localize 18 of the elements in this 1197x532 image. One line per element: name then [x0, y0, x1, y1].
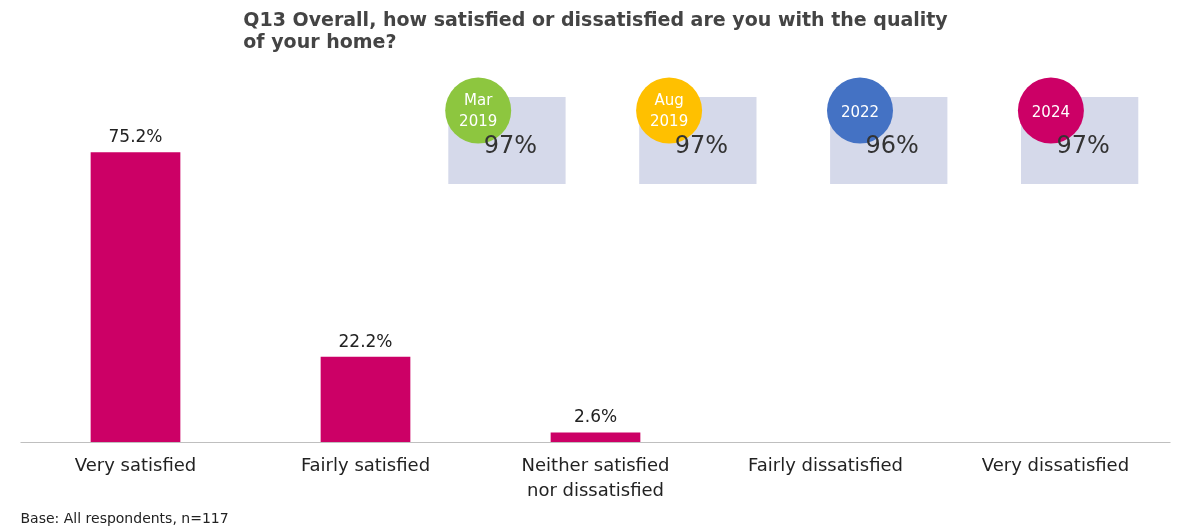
x-tick-label: Fairly dissatisfied — [748, 453, 903, 475]
x-tick-label: Fairly satisfied — [300, 453, 431, 475]
chart-title: Q13 Overall, how satisfied or dissatisfied are you with the quality of your home? — [243, 7, 949, 52]
text: Mar 2019 — [459, 90, 498, 131]
x-tick-label: Very dissatisfied — [981, 453, 1130, 475]
data-label: 22.2% — [338, 330, 393, 351]
text: 2022 — [840, 102, 880, 121]
text: Base: All respondents, n=117 — [20, 509, 229, 526]
text: 2024 — [1031, 102, 1070, 121]
annotation: 97% — [1056, 131, 1110, 160]
data-label: 75.2% — [108, 126, 163, 147]
text: Aug 2019 — [650, 90, 689, 131]
annotation: 96% — [865, 131, 919, 160]
annotation: 97% — [674, 131, 728, 160]
data-label: 2.6% — [573, 406, 618, 427]
x-tick-label: Neither satisfied nor dissatisfied — [521, 453, 670, 500]
annotation: 97% — [483, 131, 538, 160]
x-tick-label: Very satisfied — [74, 453, 197, 475]
